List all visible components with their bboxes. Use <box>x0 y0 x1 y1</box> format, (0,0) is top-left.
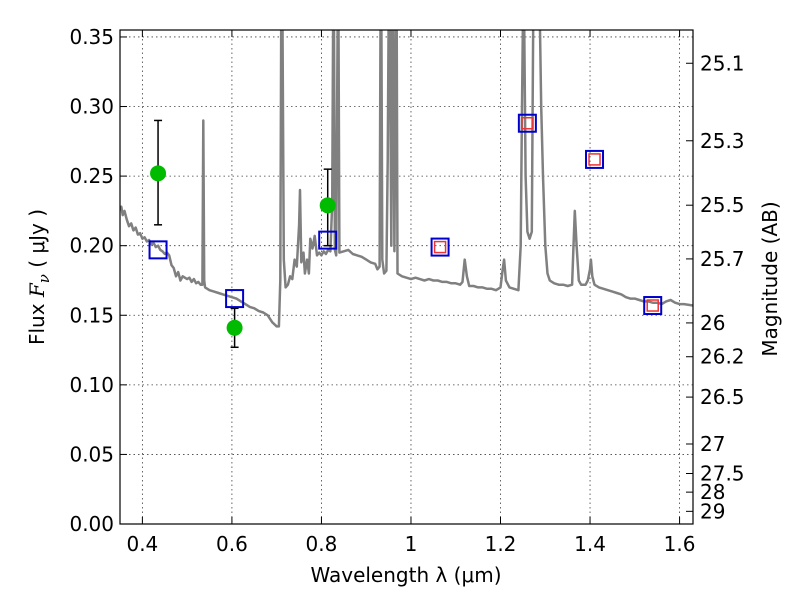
magnitude-tick-label: 26.5 <box>700 385 745 409</box>
y-tick-label: 0.20 <box>69 234 114 258</box>
x-tick-label: 1 <box>405 532 418 556</box>
right-axis-label: Magnitude (AB) <box>758 201 782 356</box>
observed-flux-point <box>150 165 167 182</box>
magnitude-tick-label: 25.3 <box>700 129 745 153</box>
y-axis-label-unit: ( μJy ) <box>25 209 49 274</box>
magnitude-tick-label: 26 <box>700 311 725 335</box>
plot-data <box>120 30 693 328</box>
y-axis-label: Flux Fν ( μJy ) <box>25 209 53 345</box>
magnitude-tick-label: 29 <box>700 499 725 523</box>
magnitude-tick-label: 27 <box>700 432 725 456</box>
x-axis-label: Wavelength λ (μm) <box>310 563 501 587</box>
magnitude-tick-label: 25.7 <box>700 247 745 271</box>
model-photometry-square <box>585 149 605 169</box>
magnitude-tick-label: 27.5 <box>700 461 745 485</box>
magnitude-tick-label: 26.2 <box>700 345 745 369</box>
y-tick-label: 0.10 <box>69 373 114 397</box>
markers <box>148 113 663 349</box>
x-tick-label: 1.2 <box>485 532 517 556</box>
y-tick-label: 0.00 <box>69 512 114 536</box>
model-photometry-inner-square <box>588 153 601 166</box>
y-tick-label: 0.15 <box>69 303 114 327</box>
x-tick-label: 0.8 <box>306 532 338 556</box>
observed-flux-point <box>319 197 336 214</box>
model-photometry-square <box>225 289 245 309</box>
ticks: 0.4 0.6 0.8 1 1.2 1.4 1.6 0.00 0.05 0.10 0.15 0.20 0… <box>69 25 744 556</box>
x-tick-label: 1.4 <box>574 532 606 556</box>
observed-flux-point <box>226 319 243 336</box>
model-photometry-inner-square <box>433 240 447 254</box>
magnitude-tick-label: 28 <box>700 480 725 504</box>
magnitude-tick-label: 25.5 <box>700 193 745 217</box>
model-photometry-square <box>148 240 168 260</box>
model-photometry-inner-square <box>521 116 534 130</box>
model-photometry-inner-square <box>646 299 659 312</box>
model-photometry-square <box>318 230 338 250</box>
y-tick-label: 0.35 <box>69 25 114 49</box>
y-tick-label: 0.30 <box>69 95 114 119</box>
y-tick-label: 0.25 <box>69 164 114 188</box>
y-axis-label-symbol: F <box>25 282 49 298</box>
model-photometry-square <box>430 237 450 257</box>
y-axis-label-prefix: Flux <box>25 297 49 345</box>
y-axis-label-subscript: ν <box>35 274 53 283</box>
x-tick-label: 0.4 <box>126 532 158 556</box>
x-tick-label: 1.6 <box>664 532 696 556</box>
model-photometry-square <box>643 296 663 316</box>
x-tick-label: 0.6 <box>216 532 248 556</box>
plot-frame <box>119 29 694 525</box>
model-spectrum-line <box>120 30 693 328</box>
y-tick-label: 0.05 <box>69 442 114 466</box>
model-photometry-square <box>517 113 537 133</box>
magnitude-tick-label: 25.1 <box>700 51 745 75</box>
